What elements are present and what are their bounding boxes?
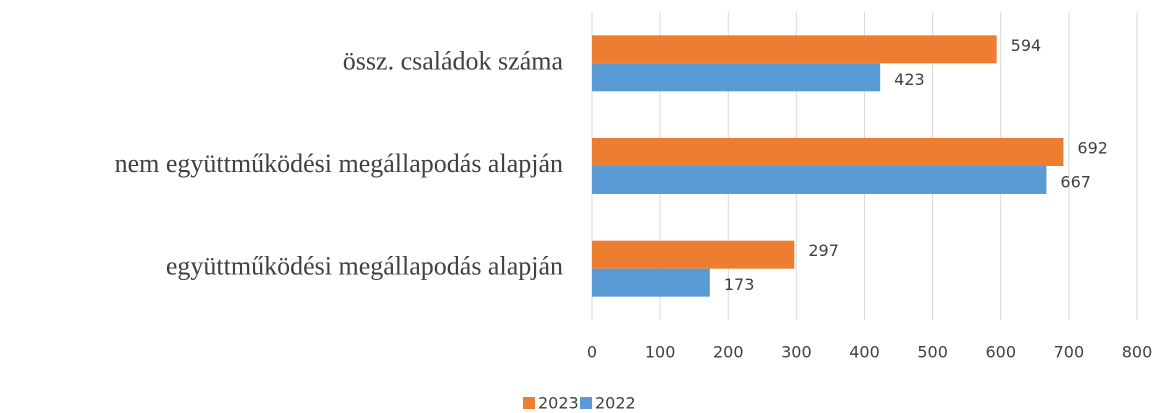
category-label: nem együttműködési megállapodás alapján [115, 149, 563, 178]
data-label: 667 [1060, 173, 1091, 192]
legend-label: 2023 [538, 394, 579, 413]
category-label: együttműködési megállapodás alapján [166, 252, 563, 281]
data-label: 594 [1011, 36, 1042, 55]
x-tick-label: 0 [587, 343, 597, 362]
bar [592, 240, 795, 269]
x-tick-label: 400 [849, 343, 880, 362]
data-label: 297 [808, 241, 839, 260]
legend-swatch [580, 397, 592, 409]
x-tick-label: 700 [1054, 343, 1085, 362]
data-label: 423 [894, 70, 925, 89]
x-tick-label: 300 [781, 343, 812, 362]
x-tick-label: 600 [985, 343, 1016, 362]
data-label: 173 [724, 275, 755, 294]
x-tick-label: 100 [645, 343, 676, 362]
category-label: össz. családok száma [343, 46, 564, 75]
bar [592, 138, 1064, 166]
data-label: 692 [1077, 139, 1108, 158]
bar [592, 35, 997, 64]
bar [592, 268, 710, 297]
x-tick-label: 200 [713, 343, 744, 362]
x-tick-label: 500 [917, 343, 948, 362]
x-tick-label: 800 [1122, 343, 1153, 362]
legend-swatch [523, 397, 535, 409]
legend-label: 2022 [595, 394, 636, 413]
bar [592, 63, 881, 92]
bar [592, 166, 1047, 194]
